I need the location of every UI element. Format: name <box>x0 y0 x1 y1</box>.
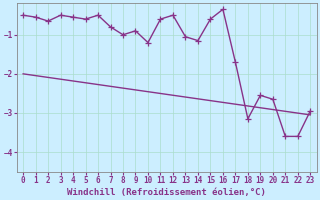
X-axis label: Windchill (Refroidissement éolien,°C): Windchill (Refroidissement éolien,°C) <box>67 188 266 197</box>
